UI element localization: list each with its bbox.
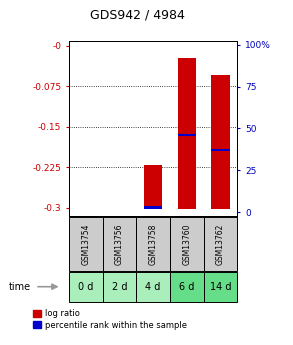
Text: 0 d: 0 d <box>78 282 93 292</box>
Bar <box>136 217 170 271</box>
Text: GSM13762: GSM13762 <box>216 224 225 265</box>
Text: 2 d: 2 d <box>112 282 127 292</box>
Text: 14 d: 14 d <box>210 282 231 292</box>
Bar <box>103 272 136 302</box>
Bar <box>103 217 136 271</box>
Text: GSM13758: GSM13758 <box>149 224 158 265</box>
Bar <box>69 272 103 302</box>
Bar <box>170 217 204 271</box>
Bar <box>204 217 237 271</box>
Text: 6 d: 6 d <box>179 282 195 292</box>
Bar <box>69 217 103 271</box>
Bar <box>136 272 170 302</box>
Bar <box>178 134 196 136</box>
Text: GSM13754: GSM13754 <box>81 223 90 265</box>
Text: GSM13760: GSM13760 <box>182 223 191 265</box>
Legend: log ratio, percentile rank within the sample: log ratio, percentile rank within the sa… <box>33 309 187 329</box>
Bar <box>204 272 237 302</box>
Bar <box>178 58 196 209</box>
Text: 4 d: 4 d <box>145 282 161 292</box>
Text: time: time <box>9 282 31 292</box>
Bar <box>144 206 162 209</box>
Bar <box>144 165 162 209</box>
Text: GSM13756: GSM13756 <box>115 223 124 265</box>
Text: GDS942 / 4984: GDS942 / 4984 <box>90 9 185 22</box>
Bar <box>211 75 230 209</box>
Bar <box>211 149 230 151</box>
Bar <box>170 272 204 302</box>
